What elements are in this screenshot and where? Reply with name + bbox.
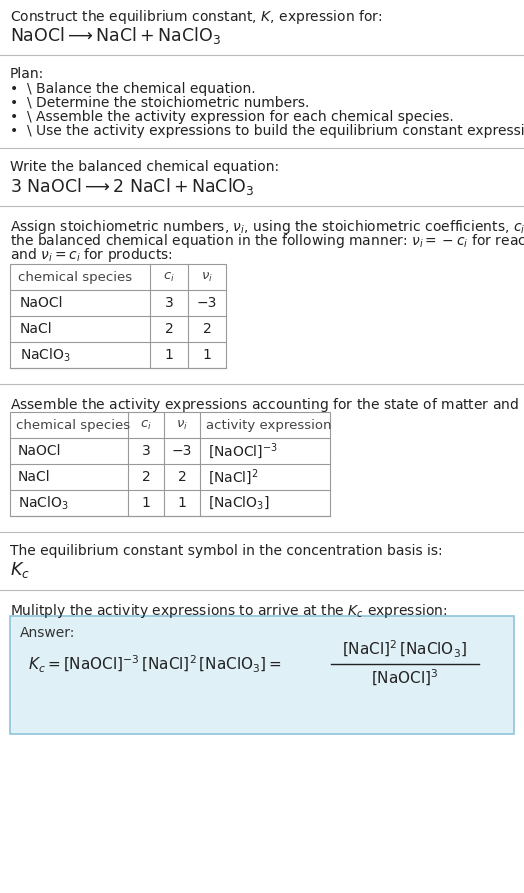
- Text: $K_c$: $K_c$: [10, 560, 30, 580]
- Text: •  \ Use the activity expressions to build the equilibrium constant expression.: • \ Use the activity expressions to buil…: [10, 124, 524, 138]
- Text: activity expression: activity expression: [206, 419, 332, 431]
- Text: NaCl: NaCl: [20, 322, 52, 336]
- Text: $\mathrm{NaOCl} \longrightarrow \mathrm{NaCl} + \mathrm{NaClO_3}$: $\mathrm{NaOCl} \longrightarrow \mathrm{…: [10, 25, 221, 46]
- Text: [NaClO$_3$]: [NaClO$_3$]: [208, 495, 270, 512]
- Text: Construct the equilibrium constant, $K$, expression for:: Construct the equilibrium constant, $K$,…: [10, 8, 383, 26]
- Text: Assign stoichiometric numbers, $\nu_i$, using the stoichiometric coefficients, $: Assign stoichiometric numbers, $\nu_i$, …: [10, 218, 524, 236]
- Text: chemical species: chemical species: [16, 419, 130, 431]
- Text: [NaCl]$^2$: [NaCl]$^2$: [208, 467, 259, 487]
- Text: $\mathrm{[NaCl]}^2\,\mathrm{[NaClO_3]}$: $\mathrm{[NaCl]}^2\,\mathrm{[NaClO_3]}$: [343, 638, 467, 660]
- Text: Assemble the activity expressions accounting for the state of matter and $\nu_i$: Assemble the activity expressions accoun…: [10, 396, 524, 414]
- Text: NaOCl: NaOCl: [18, 444, 61, 458]
- Text: NaClO$_3$: NaClO$_3$: [20, 346, 71, 363]
- Text: 1: 1: [141, 496, 150, 510]
- Text: Plan:: Plan:: [10, 67, 44, 81]
- Text: 3: 3: [141, 444, 150, 458]
- Text: 3: 3: [165, 296, 173, 310]
- Text: 2: 2: [178, 470, 187, 484]
- Text: Mulitply the activity expressions to arrive at the $K_c$ expression:: Mulitply the activity expressions to arr…: [10, 602, 447, 620]
- Bar: [10, 264, 226, 368]
- Text: [NaOCl]$^{-3}$: [NaOCl]$^{-3}$: [208, 441, 278, 461]
- Text: Answer:: Answer:: [20, 626, 75, 640]
- Text: NaOCl: NaOCl: [20, 296, 63, 310]
- Text: $c_i$: $c_i$: [163, 271, 175, 284]
- Text: $K_c = \mathrm{[NaOCl]}^{-3}\,\mathrm{[NaCl]}^2\,\mathrm{[NaClO_3]} = $: $K_c = \mathrm{[NaOCl]}^{-3}\,\mathrm{[N…: [28, 654, 282, 674]
- Text: 2: 2: [203, 322, 211, 336]
- Text: $\nu_i$: $\nu_i$: [176, 419, 188, 431]
- Text: NaCl: NaCl: [18, 470, 51, 484]
- Text: the balanced chemical equation in the following manner: $\nu_i = -c_i$ for react: the balanced chemical equation in the fo…: [10, 232, 524, 250]
- Text: 2: 2: [141, 470, 150, 484]
- Text: $\mathrm{3\ NaOCl} \longrightarrow \mathrm{2\ NaCl + NaClO_3}$: $\mathrm{3\ NaOCl} \longrightarrow \math…: [10, 176, 255, 197]
- Text: −3: −3: [172, 444, 192, 458]
- Text: •  \ Balance the chemical equation.: • \ Balance the chemical equation.: [10, 82, 256, 96]
- FancyBboxPatch shape: [10, 616, 514, 734]
- Text: Write the balanced chemical equation:: Write the balanced chemical equation:: [10, 160, 279, 174]
- Text: chemical species: chemical species: [18, 271, 132, 283]
- Text: $c_i$: $c_i$: [140, 419, 152, 431]
- Text: $\mathrm{[NaOCl]}^3$: $\mathrm{[NaOCl]}^3$: [371, 668, 439, 689]
- Text: 2: 2: [165, 322, 173, 336]
- Text: 1: 1: [203, 348, 212, 362]
- Text: •  \ Assemble the activity expression for each chemical species.: • \ Assemble the activity expression for…: [10, 110, 454, 124]
- Text: •  \ Determine the stoichiometric numbers.: • \ Determine the stoichiometric numbers…: [10, 96, 309, 110]
- Text: NaClO$_3$: NaClO$_3$: [18, 495, 69, 512]
- Text: $\nu_i$: $\nu_i$: [201, 271, 213, 284]
- Text: The equilibrium constant symbol in the concentration basis is:: The equilibrium constant symbol in the c…: [10, 544, 443, 558]
- Text: and $\nu_i = c_i$ for products:: and $\nu_i = c_i$ for products:: [10, 246, 173, 264]
- Bar: [10, 412, 330, 516]
- Text: 1: 1: [165, 348, 173, 362]
- Text: −3: −3: [197, 296, 217, 310]
- Text: 1: 1: [178, 496, 187, 510]
